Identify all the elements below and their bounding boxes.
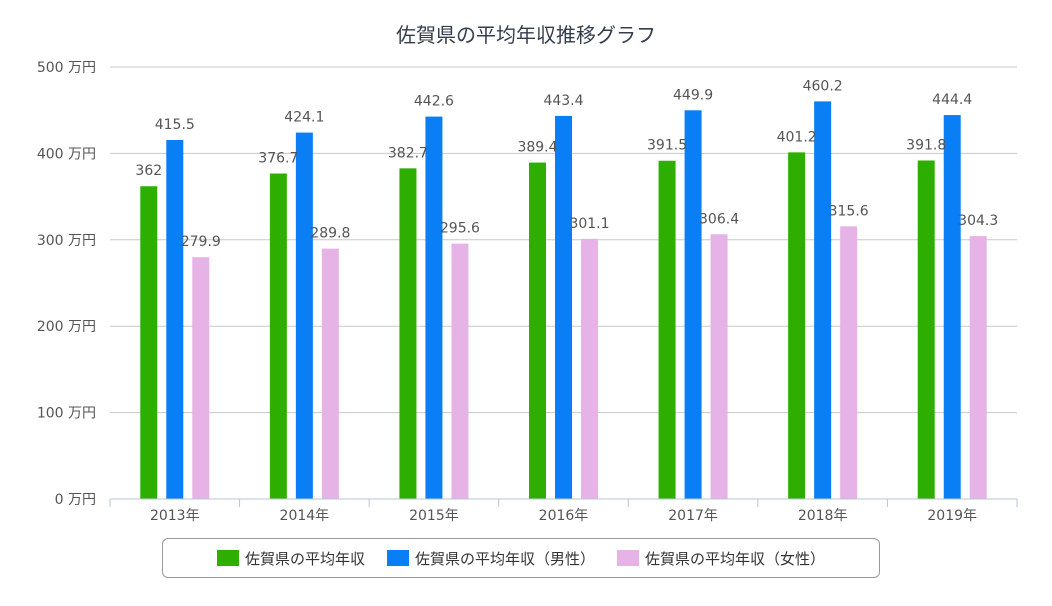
- y-tick-label: 100 万円: [37, 406, 96, 422]
- data-label: 304.3: [958, 213, 998, 229]
- y-tick-label: 300 万円: [37, 233, 96, 249]
- data-label: 424.1: [284, 110, 324, 126]
- legend-swatch: [386, 550, 409, 566]
- data-label: 362: [135, 163, 162, 179]
- x-tick-label: 2018年: [798, 508, 848, 524]
- data-label: 382.7: [388, 145, 428, 161]
- y-tick-label: 200 万円: [37, 319, 96, 335]
- legend-label: 佐賀県の平均年収（男性）: [414, 549, 595, 568]
- x-tick-label: 2013年: [150, 508, 200, 524]
- bar[interactable]: [658, 160, 676, 499]
- data-label: 315.6: [829, 203, 869, 219]
- bar[interactable]: [451, 243, 469, 499]
- x-tick-label: 2019年: [927, 508, 977, 524]
- bar[interactable]: [969, 236, 987, 500]
- x-tick-label: 2017年: [668, 508, 718, 524]
- data-label: 306.4: [699, 211, 739, 227]
- bar[interactable]: [166, 140, 184, 499]
- y-tick-label: 500 万円: [37, 60, 96, 76]
- legend-label: 佐賀県の平均年収（女性）: [645, 549, 826, 568]
- data-label: 460.2: [803, 78, 843, 94]
- bar[interactable]: [788, 152, 806, 499]
- x-tick-label: 2016年: [539, 508, 589, 524]
- legend-item-average[interactable]: 佐賀県の平均年収: [216, 548, 365, 569]
- data-label: 289.8: [310, 226, 350, 242]
- bar[interactable]: [814, 101, 832, 499]
- legend-item-male[interactable]: 佐賀県の平均年収（男性）: [386, 548, 595, 569]
- bar[interactable]: [840, 226, 858, 499]
- bar[interactable]: [529, 162, 546, 499]
- bar[interactable]: [399, 168, 417, 499]
- axis-layer: 0 万円 100 万円 200 万円 300 万円 400 万円 500 万円 2013年 2…: [37, 60, 1018, 524]
- x-tick-label: 2014年: [280, 508, 330, 524]
- legend: 佐賀県の平均年収 佐賀県の平均年収（男性） 佐賀県の平均年収（女性）: [162, 538, 880, 578]
- legend-swatch: [216, 550, 239, 566]
- legend-swatch: [617, 550, 639, 566]
- data-label: 391.5: [647, 138, 687, 154]
- data-label: 391.8: [906, 137, 946, 153]
- bar[interactable]: [581, 238, 598, 499]
- bar-layer: [140, 101, 987, 500]
- bar[interactable]: [917, 160, 935, 499]
- data-label: 295.6: [440, 221, 480, 237]
- data-label: 401.2: [777, 129, 817, 145]
- bar[interactable]: [425, 116, 443, 499]
- data-label: 415.5: [155, 117, 195, 133]
- data-label: 301.1: [569, 216, 609, 232]
- bar[interactable]: [555, 115, 572, 499]
- bar[interactable]: [943, 115, 961, 500]
- bar[interactable]: [295, 132, 313, 499]
- data-label: 444.4: [932, 92, 972, 108]
- data-label: 442.6: [414, 94, 454, 110]
- data-label: 443.4: [543, 93, 583, 109]
- legend-item-female[interactable]: 佐賀県の平均年収（女性）: [617, 548, 825, 569]
- bar[interactable]: [140, 186, 158, 499]
- data-label: 449.9: [673, 87, 713, 103]
- bar[interactable]: [321, 248, 339, 499]
- bar[interactable]: [684, 110, 702, 499]
- y-tick-label: 0 万円: [55, 492, 96, 508]
- x-tick-label: 2015年: [409, 508, 459, 524]
- data-label: 279.9: [181, 234, 221, 250]
- data-label: 376.7: [258, 151, 298, 167]
- y-tick-label: 400 万円: [37, 146, 96, 162]
- data-label-layer: 362 376.7 382.7 389.4 391.5 401.2 391.8 415.5 42…: [135, 78, 998, 250]
- bar[interactable]: [192, 257, 210, 499]
- chart-title: 佐賀県の平均年収推移グラフ: [396, 23, 656, 47]
- bar[interactable]: [269, 173, 287, 500]
- legend-label: 佐賀県の平均年収: [244, 549, 365, 568]
- data-label: 389.4: [517, 140, 557, 156]
- bar[interactable]: [710, 234, 728, 500]
